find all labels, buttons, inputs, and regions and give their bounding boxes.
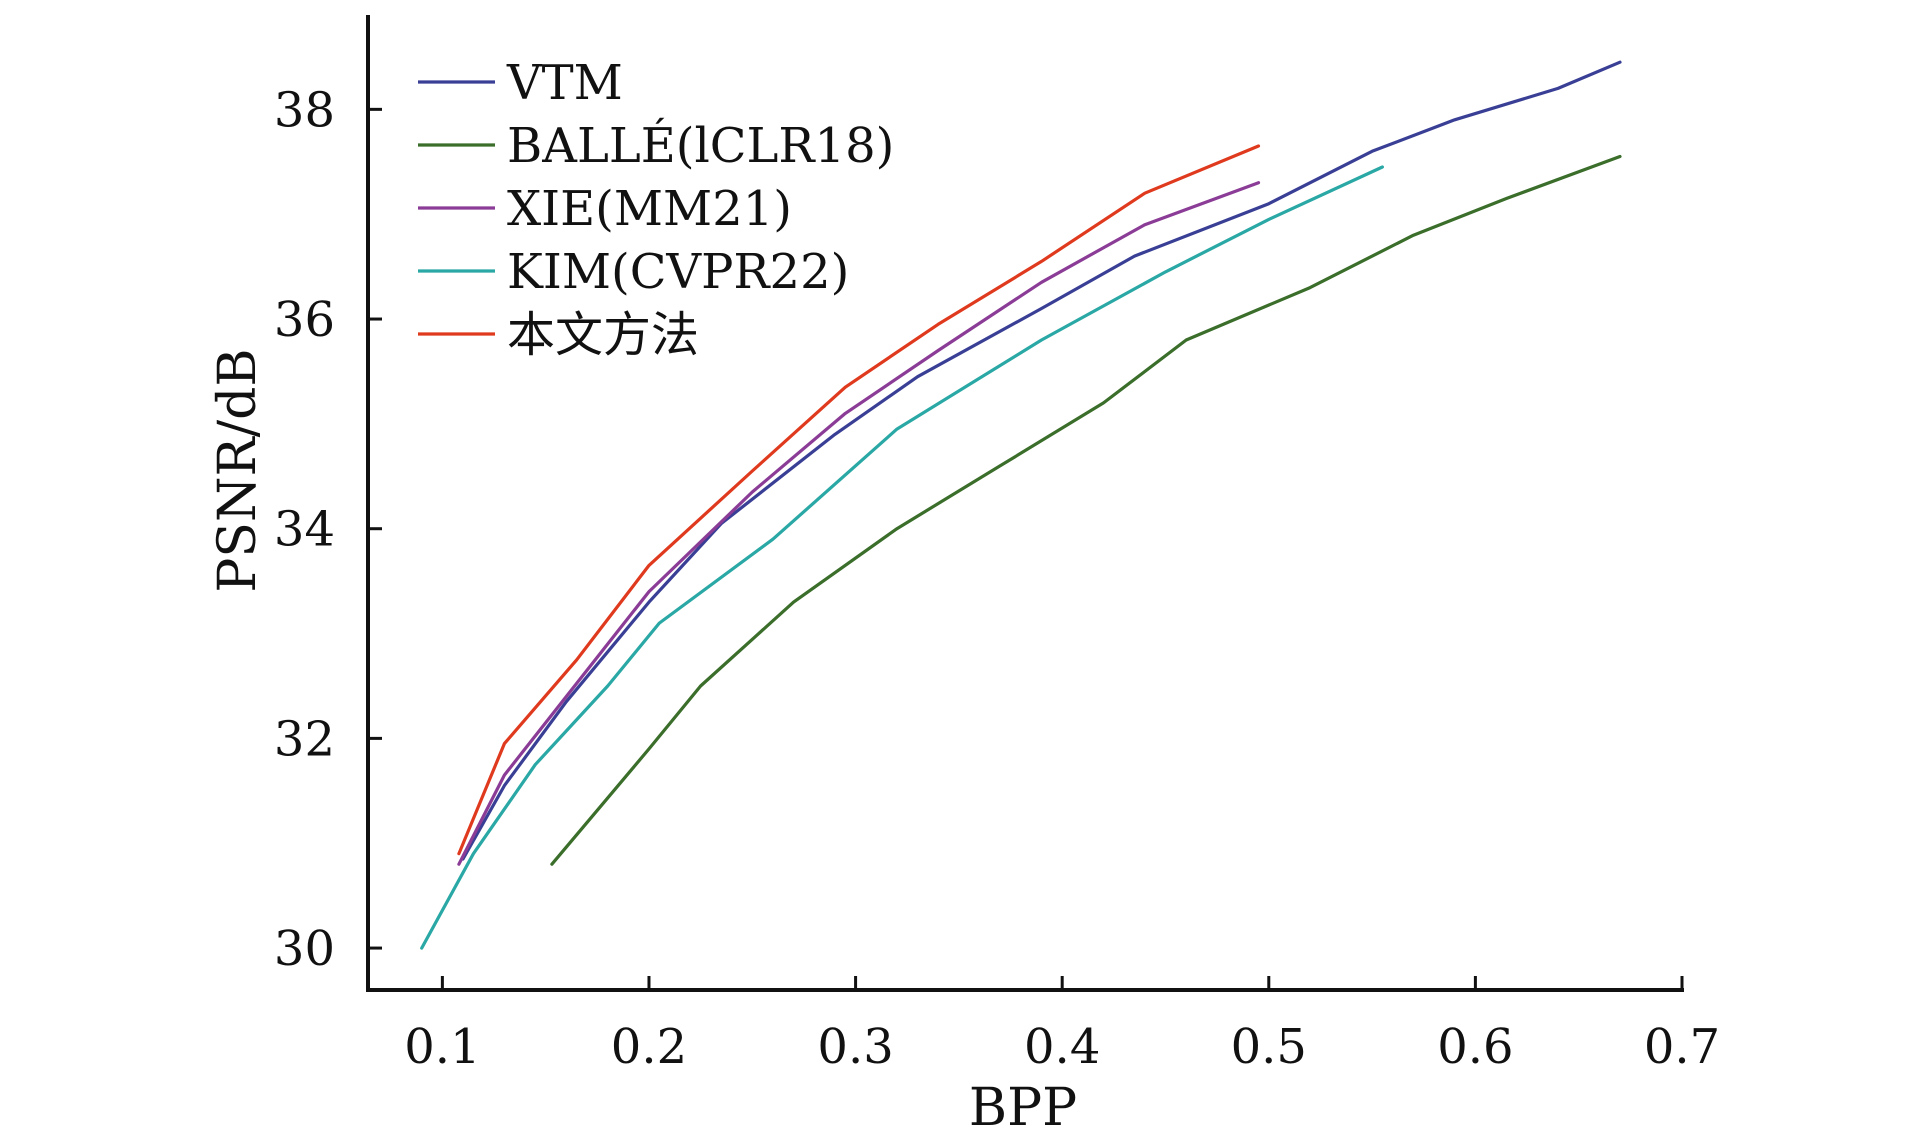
series-line-2 xyxy=(550,154,1622,866)
x-tick-label: 0.5 xyxy=(1231,1019,1307,1075)
legend-label: BALLÉ(lCLR18) xyxy=(507,117,894,174)
y-axis-label: PSNR/dB xyxy=(208,348,268,592)
series-line-5 xyxy=(457,144,1261,856)
series-line-1 xyxy=(461,60,1622,861)
x-tick-label: 0.6 xyxy=(1437,1019,1513,1075)
series-line-3 xyxy=(457,181,1261,866)
axes: 0.1 0.2 0.3 0.4 0.5 0.6 0.7 30 32 34 36 38 xyxy=(274,15,1720,1075)
x-tick-label: 0.1 xyxy=(404,1019,480,1075)
x-tick-label: 0.4 xyxy=(1024,1019,1100,1075)
x-tick-label: 0.3 xyxy=(817,1019,893,1075)
y-tick-label: 30 xyxy=(274,921,335,977)
y-tick-label: 32 xyxy=(274,711,335,767)
x-tick-label: 0.7 xyxy=(1644,1019,1720,1075)
series-line-4 xyxy=(420,165,1384,950)
legend-label: XIE(MM21) xyxy=(507,181,792,237)
legend-label: 本文方法 xyxy=(507,307,699,363)
legend: VTM BALLÉ(lCLR18) XIE(MM21) KIM(CVPR22) 本文方法 xyxy=(418,55,894,363)
x-axis-label: BPP xyxy=(969,1078,1077,1134)
y-tick-label: 34 xyxy=(274,502,335,558)
y-tick-label: 36 xyxy=(274,292,335,348)
series-lines xyxy=(420,60,1622,950)
legend-label: KIM(CVPR22) xyxy=(507,244,849,300)
x-tick-label: 0.2 xyxy=(611,1019,687,1075)
legend-label: VTM xyxy=(506,55,623,111)
y-tick-label: 38 xyxy=(274,82,335,138)
